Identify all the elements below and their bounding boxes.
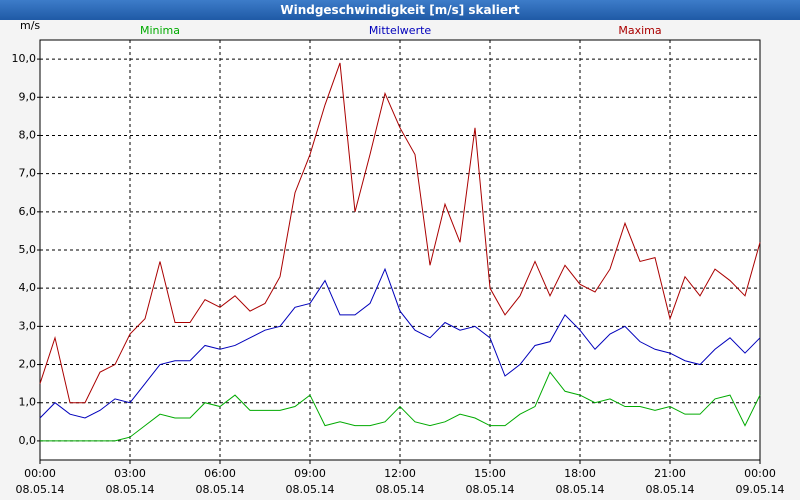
y-unit: m/s bbox=[20, 20, 40, 32]
x-tick-label: 06:00 bbox=[204, 467, 236, 480]
x-tick-date: 09.05.14 bbox=[736, 483, 785, 496]
x-tick-label: 03:00 bbox=[114, 467, 146, 480]
y-tick-label: 6,0 bbox=[19, 205, 37, 218]
title-bar: Windgeschwindigkeit [m/s] skaliert bbox=[0, 0, 800, 20]
y-tick-label: 0,0 bbox=[19, 434, 37, 447]
legend-label: Minima bbox=[140, 24, 180, 37]
x-tick-label: 18:00 bbox=[564, 467, 596, 480]
y-tick-label: 9,0 bbox=[19, 90, 37, 103]
x-tick-label: 09:00 bbox=[294, 467, 326, 480]
series-line bbox=[39, 62, 761, 404]
y-tick-label: 2,0 bbox=[19, 358, 37, 371]
y-tick-label: 10,0 bbox=[12, 52, 37, 65]
x-tick-date: 08.05.14 bbox=[106, 483, 155, 496]
y-tick-label: 5,0 bbox=[19, 243, 37, 256]
legend-label: Mittelwerte bbox=[369, 24, 432, 37]
x-tick-date: 08.05.14 bbox=[466, 483, 515, 496]
x-tick-label: 21:00 bbox=[654, 467, 686, 480]
x-tick-date: 08.05.14 bbox=[556, 483, 605, 496]
y-tick-label: 3,0 bbox=[19, 319, 37, 332]
x-tick-label: 15:00 bbox=[474, 467, 506, 480]
x-tick-date: 08.05.14 bbox=[286, 483, 335, 496]
x-tick-date: 08.05.14 bbox=[196, 483, 245, 496]
y-tick-label: 4,0 bbox=[19, 281, 37, 294]
x-tick-date: 08.05.14 bbox=[376, 483, 425, 496]
y-tick-label: 1,0 bbox=[19, 396, 37, 409]
y-tick-label: 7,0 bbox=[19, 167, 37, 180]
legend-label: Maxima bbox=[618, 24, 661, 37]
series-line bbox=[39, 267, 761, 419]
x-tick-date: 08.05.14 bbox=[646, 483, 695, 496]
x-tick-label: 12:00 bbox=[384, 467, 416, 480]
chart: m/s 0,0 1,0 2,0 3,0 4,0 5,0 6,0 7,0 8,0 9,0 10,0 00… bbox=[12, 20, 785, 496]
x-tick-label: 00:00 bbox=[24, 467, 56, 480]
x-tick-label: 00:00 bbox=[744, 467, 776, 480]
x-tick-date: 08.05.14 bbox=[16, 483, 65, 496]
y-tick-label: 8,0 bbox=[19, 128, 37, 141]
series-line bbox=[40, 371, 761, 442]
